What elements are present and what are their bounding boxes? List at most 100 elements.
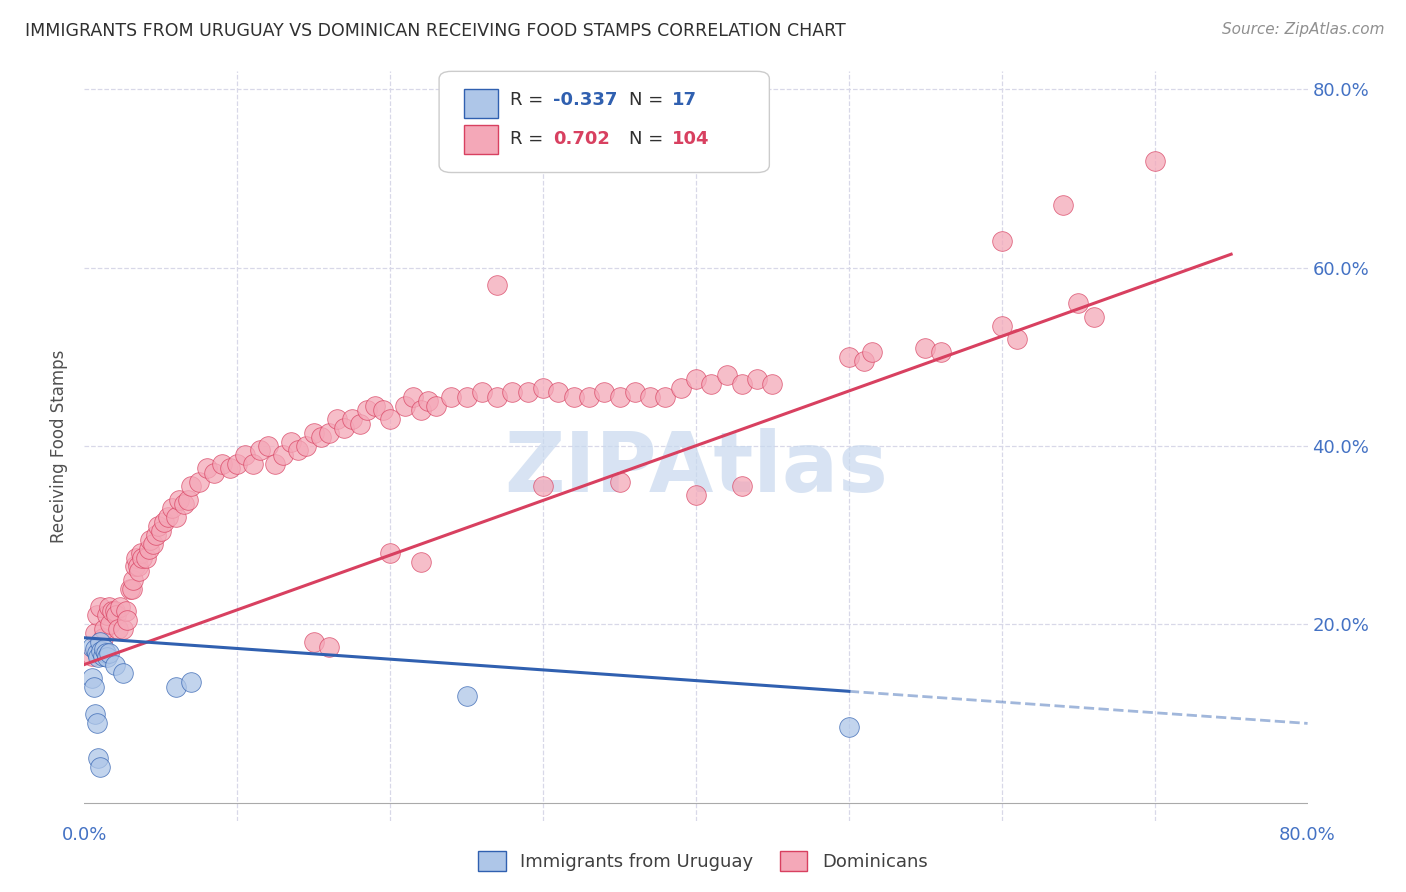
Text: R =: R = — [510, 130, 555, 148]
Point — [578, 390, 600, 404]
Point — [83, 680, 105, 694]
Point — [125, 550, 148, 565]
Point — [853, 354, 876, 368]
Point — [167, 492, 190, 507]
Point — [84, 626, 107, 640]
Point — [914, 341, 936, 355]
FancyBboxPatch shape — [439, 71, 769, 172]
Point — [98, 617, 121, 632]
Point — [394, 399, 416, 413]
Point — [115, 613, 138, 627]
Point — [257, 439, 280, 453]
Point — [91, 648, 114, 663]
Point — [127, 559, 149, 574]
Y-axis label: Receiving Food Stamps: Receiving Food Stamps — [51, 350, 69, 542]
Text: IMMIGRANTS FROM URUGUAY VS DOMINICAN RECEIVING FOOD STAMPS CORRELATION CHART: IMMIGRANTS FROM URUGUAY VS DOMINICAN REC… — [25, 22, 846, 40]
Point — [991, 234, 1014, 248]
Point — [86, 608, 108, 623]
Point — [93, 642, 115, 657]
Point — [233, 448, 256, 462]
Point — [838, 350, 860, 364]
Point — [516, 385, 538, 400]
Point — [96, 650, 118, 665]
Point — [700, 376, 723, 391]
Text: N =: N = — [628, 130, 669, 148]
Point — [402, 390, 425, 404]
Point — [624, 385, 647, 400]
Point — [486, 390, 509, 404]
Point — [547, 385, 569, 400]
Point — [131, 550, 153, 565]
Point — [86, 715, 108, 730]
Point — [1052, 198, 1074, 212]
Point — [101, 604, 124, 618]
Point — [165, 510, 187, 524]
Point — [145, 528, 167, 542]
Point — [318, 425, 340, 440]
Point — [638, 390, 661, 404]
Point — [105, 608, 128, 623]
Point — [146, 519, 169, 533]
Point — [91, 631, 114, 645]
Point — [380, 546, 402, 560]
Point — [90, 644, 112, 658]
Point — [747, 372, 769, 386]
Point — [418, 394, 440, 409]
Point — [173, 497, 195, 511]
Point — [218, 461, 240, 475]
Point — [111, 666, 134, 681]
Point — [716, 368, 738, 382]
Point — [654, 390, 676, 404]
Point — [456, 390, 478, 404]
Point — [87, 751, 110, 765]
Point — [177, 492, 200, 507]
Point — [311, 430, 333, 444]
Point — [302, 425, 325, 440]
Point — [685, 488, 707, 502]
Point — [356, 403, 378, 417]
Point — [121, 582, 143, 596]
Point — [111, 622, 134, 636]
Point — [364, 399, 387, 413]
Point — [195, 461, 218, 475]
Point — [471, 385, 494, 400]
Point — [104, 604, 127, 618]
Point — [371, 403, 394, 417]
FancyBboxPatch shape — [464, 125, 498, 153]
Point — [180, 675, 202, 690]
Point — [89, 599, 111, 614]
Point — [108, 599, 131, 614]
Point — [80, 640, 103, 654]
Point — [929, 345, 952, 359]
Point — [142, 537, 165, 551]
Point — [86, 646, 108, 660]
Point — [440, 390, 463, 404]
Text: 0.702: 0.702 — [553, 130, 610, 148]
Point — [80, 648, 103, 663]
Point — [135, 550, 157, 565]
Point — [202, 466, 225, 480]
Point — [96, 608, 118, 623]
Point — [502, 385, 524, 400]
Text: 17: 17 — [672, 91, 696, 109]
Point — [139, 533, 162, 547]
Point — [685, 372, 707, 386]
Point — [138, 541, 160, 556]
Point — [1067, 296, 1090, 310]
Point — [731, 479, 754, 493]
Point — [84, 706, 107, 721]
Point — [153, 515, 176, 529]
Point — [93, 622, 115, 636]
Point — [838, 720, 860, 734]
Point — [333, 421, 356, 435]
Text: R =: R = — [510, 91, 548, 109]
Point — [188, 475, 211, 489]
Point — [94, 646, 117, 660]
Point — [122, 573, 145, 587]
Point — [295, 439, 318, 453]
Point — [1143, 153, 1166, 168]
Point — [149, 524, 172, 538]
Point — [302, 635, 325, 649]
Point — [114, 604, 136, 618]
Point — [226, 457, 249, 471]
